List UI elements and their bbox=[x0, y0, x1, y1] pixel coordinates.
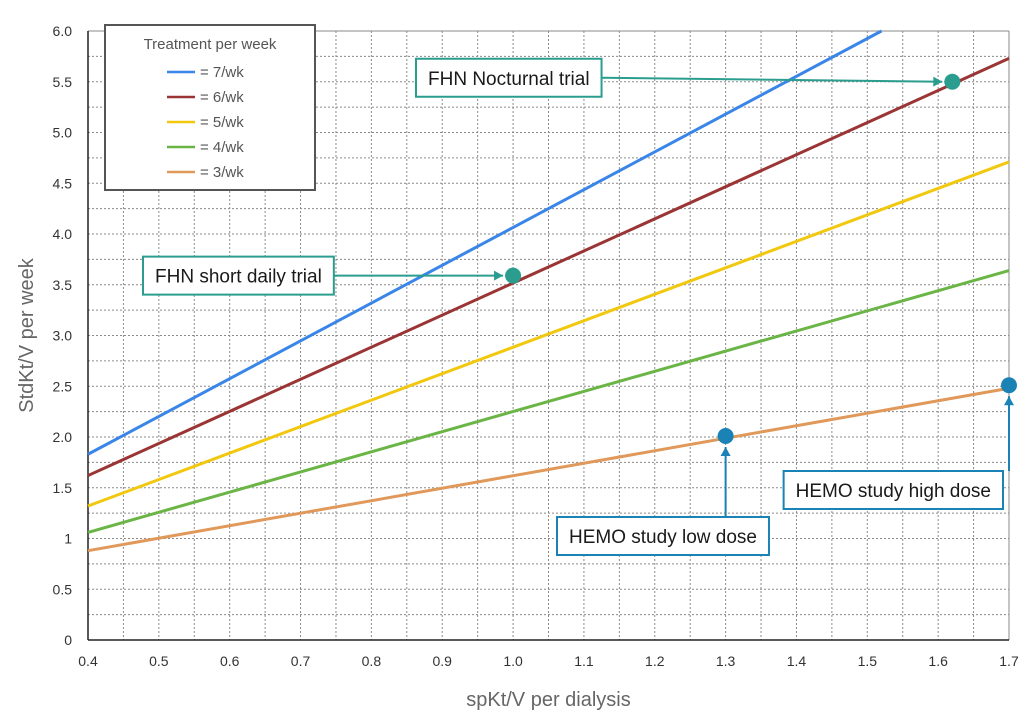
x-tick-label: 1.1 bbox=[574, 653, 594, 669]
x-tick-label: 1.2 bbox=[645, 653, 665, 669]
y-tick-label: 3.0 bbox=[53, 328, 73, 344]
y-tick-label: 0 bbox=[64, 632, 72, 648]
legend-entry: = 3/wk bbox=[200, 164, 244, 181]
legend-box bbox=[104, 24, 316, 191]
x-tick-label: 0.5 bbox=[149, 653, 169, 669]
y-tick-label: 1.5 bbox=[53, 480, 73, 496]
callout-box bbox=[142, 255, 335, 296]
x-tick-label: 0.6 bbox=[220, 653, 240, 669]
x-tick-label: 1.5 bbox=[858, 653, 878, 669]
y-tick-label: 4.0 bbox=[53, 226, 73, 242]
callout-arrowhead bbox=[933, 76, 943, 87]
series-line bbox=[87, 29, 883, 456]
callout-arrowhead bbox=[494, 270, 504, 281]
y-axis-title: StdKt/V per week bbox=[16, 257, 38, 413]
annotations: FHN Nocturnal trial FHN short daily trial… bbox=[142, 57, 1017, 556]
y-tick-label: 6.0 bbox=[53, 23, 73, 39]
x-tick-label: 1.3 bbox=[716, 653, 736, 669]
legend: Treatment per week = 7/wk = 6/wk = 5/wk = 4/… bbox=[104, 24, 316, 191]
x-axis-title: spKt/V per dialysis bbox=[466, 689, 631, 711]
callout-label: HEMO study high dose bbox=[796, 481, 991, 502]
callout-label: FHN Nocturnal trial bbox=[428, 69, 590, 90]
y-tick-label: 0.5 bbox=[53, 581, 73, 597]
legend-title: Treatment per week bbox=[144, 36, 277, 53]
data-point-marker bbox=[944, 73, 961, 90]
legend-entry: = 6/wk bbox=[200, 89, 244, 106]
callout-arrowhead bbox=[720, 446, 731, 456]
x-tick-label: 0.7 bbox=[291, 653, 311, 669]
callout-arrowhead bbox=[1004, 396, 1014, 406]
y-tick-label: 2.5 bbox=[53, 378, 73, 394]
x-tick-label: 0.4 bbox=[78, 653, 98, 669]
y-tick-label: 2.0 bbox=[53, 429, 73, 445]
series-line bbox=[87, 386, 1010, 553]
data-point-marker bbox=[1001, 377, 1017, 394]
y-tick-label: 5.0 bbox=[53, 125, 73, 141]
x-tick-label: 0.9 bbox=[432, 653, 452, 669]
tick-labels: 0.4 0.5 0.6 0.7 0.8 0.9 1.0 1.1 1.2 1.3 1.4 1.5 1.6 1… bbox=[53, 23, 1019, 669]
legend-entry: = 5/wk bbox=[200, 114, 244, 131]
callout-arrow bbox=[601, 76, 943, 83]
legend-entry: = 7/wk bbox=[200, 64, 244, 81]
callout-box bbox=[782, 470, 1004, 510]
x-tick-label: 0.8 bbox=[362, 653, 382, 669]
x-tick-label: 1.4 bbox=[787, 653, 807, 669]
y-tick-label: 3.5 bbox=[53, 277, 73, 293]
callout-label: FHN short daily trial bbox=[155, 267, 322, 288]
data-point-marker bbox=[505, 267, 522, 284]
callout-box bbox=[415, 57, 603, 98]
series-line bbox=[87, 160, 1010, 508]
legend-entry: = 4/wk bbox=[200, 139, 244, 156]
data-point-marker bbox=[717, 427, 734, 444]
series-line bbox=[87, 269, 1010, 534]
x-tick-label: 1.0 bbox=[503, 653, 523, 669]
y-tick-label: 5.5 bbox=[53, 74, 73, 90]
y-tick-label: 4.5 bbox=[53, 175, 73, 191]
series-lines bbox=[87, 29, 1010, 553]
x-tick-label: 1.7 bbox=[999, 653, 1019, 669]
x-tick-label: 1.6 bbox=[928, 653, 948, 669]
callout-label: HEMO study low dose bbox=[569, 527, 757, 548]
y-tick-label: 1 bbox=[64, 531, 72, 547]
callout-box bbox=[556, 516, 770, 556]
axes bbox=[87, 30, 1010, 641]
series-line bbox=[87, 57, 1010, 477]
